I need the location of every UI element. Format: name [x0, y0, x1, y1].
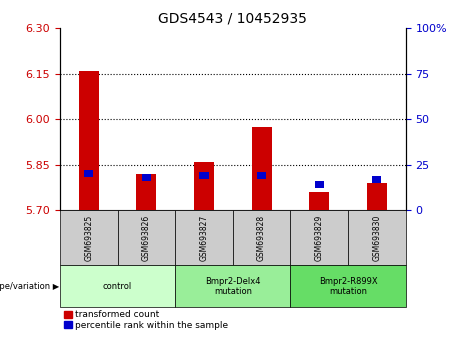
Text: GSM693827: GSM693827 — [200, 215, 208, 261]
Bar — [142, 174, 151, 181]
Text: GSM693830: GSM693830 — [372, 215, 381, 261]
Text: GSM693826: GSM693826 — [142, 215, 151, 261]
FancyBboxPatch shape — [60, 265, 175, 307]
Bar — [257, 172, 266, 179]
Text: Bmpr2-Delx4
mutation: Bmpr2-Delx4 mutation — [205, 276, 260, 296]
Legend: transformed count, percentile rank within the sample: transformed count, percentile rank withi… — [65, 310, 228, 330]
Bar — [136, 174, 156, 210]
Text: GSM693829: GSM693829 — [315, 215, 324, 261]
FancyBboxPatch shape — [348, 210, 406, 265]
FancyBboxPatch shape — [290, 210, 348, 265]
Text: GSM693828: GSM693828 — [257, 215, 266, 261]
Text: control: control — [103, 282, 132, 291]
Bar — [84, 170, 93, 177]
Title: GDS4543 / 10452935: GDS4543 / 10452935 — [159, 12, 307, 26]
Text: GSM693825: GSM693825 — [84, 215, 93, 261]
FancyBboxPatch shape — [175, 210, 233, 265]
Bar — [315, 181, 324, 188]
Bar — [194, 161, 214, 210]
Bar — [252, 127, 272, 210]
Bar — [200, 172, 208, 179]
FancyBboxPatch shape — [118, 210, 175, 265]
Bar — [367, 183, 387, 210]
Text: genotype/variation ▶: genotype/variation ▶ — [0, 282, 59, 291]
FancyBboxPatch shape — [290, 265, 406, 307]
Text: Bmpr2-R899X
mutation: Bmpr2-R899X mutation — [319, 276, 378, 296]
Bar — [79, 71, 99, 210]
Bar — [372, 176, 381, 183]
FancyBboxPatch shape — [175, 265, 290, 307]
FancyBboxPatch shape — [233, 210, 290, 265]
Bar — [309, 192, 329, 210]
FancyBboxPatch shape — [60, 210, 118, 265]
